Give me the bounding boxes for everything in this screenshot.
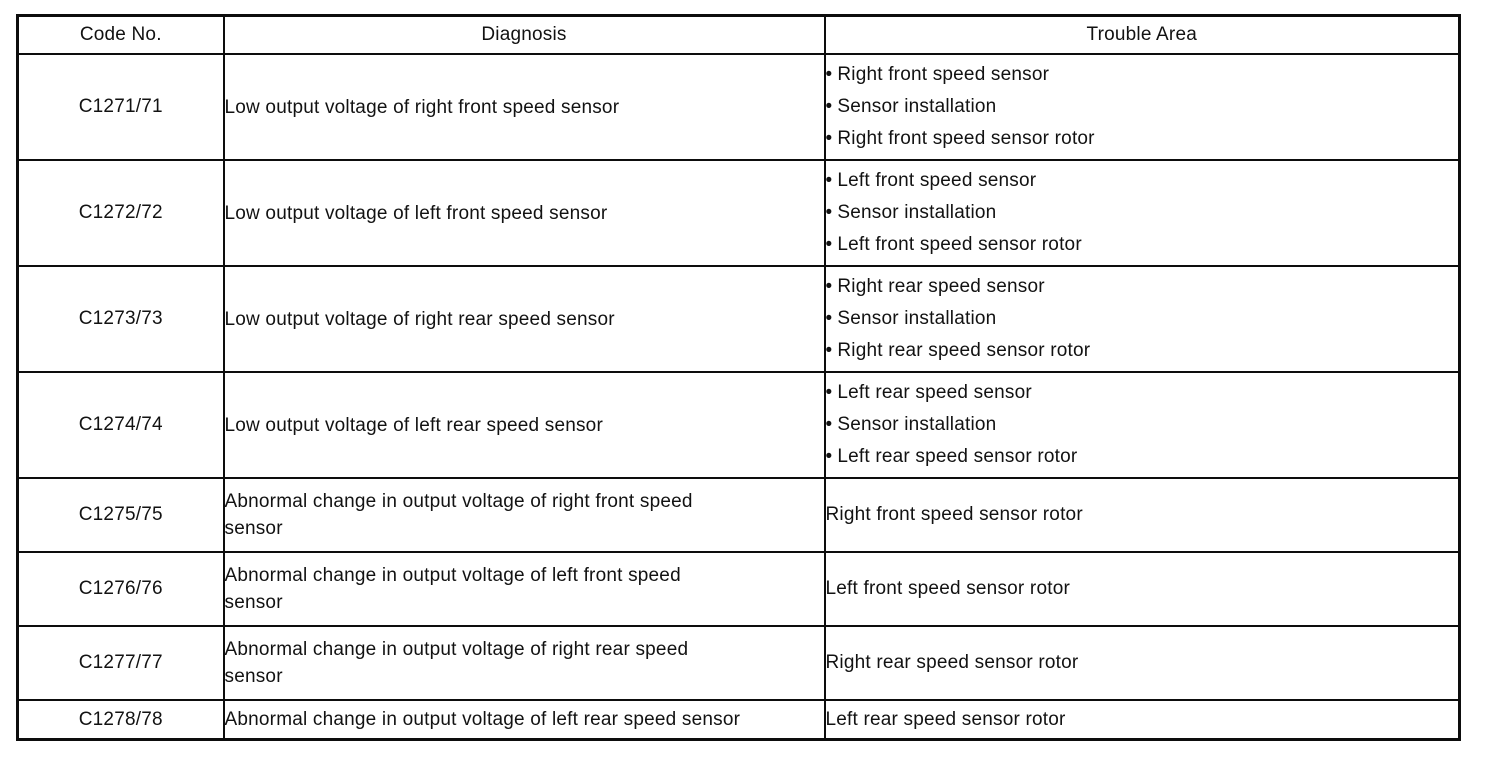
diagnosis-text: Low output voltage of left rear speed se… [224, 414, 603, 436]
code-cell: C1276/76 [16, 551, 225, 627]
trouble-item: Right front speed sensor rotor [826, 123, 1459, 155]
trouble-item: Left front speed sensor rotor [825, 578, 1070, 599]
trouble-cell: Right rear speed sensor Sensor installat… [823, 265, 1461, 373]
trouble-cell: Right front speed sensor Sensor installa… [823, 53, 1461, 161]
col-header-trouble-area: Trouble Area [823, 14, 1461, 55]
trouble-cell: Right rear speed sensor rotor [823, 625, 1461, 701]
trouble-item: Right rear speed sensor [826, 271, 1459, 303]
dtc-table: Code No. Diagnosis Trouble Area C1271/71… [16, 14, 1461, 741]
trouble-item: Left rear speed sensor rotor [825, 708, 1066, 730]
trouble-cell: Left rear speed sensor rotor [823, 699, 1461, 741]
col-header-code: Code No. [16, 14, 225, 55]
trouble-item: Right rear speed sensor rotor [826, 335, 1459, 367]
table-row: C1271/71 Low output voltage of right fro… [16, 53, 1461, 161]
trouble-item: Right front speed sensor rotor [825, 504, 1083, 525]
diagnosis-cell: Abnormal change in output voltage of lef… [222, 551, 826, 627]
diagnosis-cell: Low output voltage of left front speed s… [222, 159, 826, 267]
table-row: C1276/76 Abnormal change in output volta… [16, 551, 1461, 627]
trouble-item: Left front speed sensor rotor [826, 229, 1459, 261]
diagnosis-text: Abnormal change in output voltage of rig… [224, 639, 689, 687]
code-cell: C1272/72 [16, 159, 225, 267]
trouble-cell: Left front speed sensor Sensor installat… [823, 159, 1461, 267]
col-header-diagnosis: Diagnosis [222, 14, 826, 55]
diagnosis-cell: Abnormal change in output voltage of lef… [222, 699, 826, 741]
trouble-item: Sensor installation [826, 197, 1459, 229]
diagnosis-text: Abnormal change in output voltage of lef… [224, 708, 741, 730]
code-cell: C1277/77 [16, 625, 225, 701]
table-row: C1273/73 Low output voltage of right rea… [16, 265, 1461, 373]
diagnosis-text: Low output voltage of right front speed … [224, 96, 620, 118]
table-row: C1277/77 Abnormal change in output volta… [16, 625, 1461, 701]
diagnosis-cell: Abnormal change in output voltage of rig… [222, 477, 826, 553]
trouble-item: Left rear speed sensor [826, 377, 1459, 409]
code-cell: C1275/75 [16, 477, 225, 553]
trouble-cell: Left front speed sensor rotor [823, 551, 1461, 627]
diagnosis-text: Abnormal change in output voltage of rig… [224, 491, 693, 539]
trouble-item: Left front speed sensor [826, 165, 1459, 197]
diagnosis-cell: Low output voltage of right rear speed s… [222, 265, 826, 373]
diagnosis-cell: Abnormal change in output voltage of rig… [222, 625, 826, 701]
diagnosis-text: Low output voltage of left front speed s… [224, 202, 608, 224]
table-row: C1278/78 Abnormal change in output volta… [16, 699, 1461, 741]
trouble-item: Right rear speed sensor rotor [825, 652, 1079, 673]
diagnosis-cell: Low output voltage of right front speed … [222, 53, 826, 161]
scanned-page: Code No. Diagnosis Trouble Area C1271/71… [0, 14, 1504, 782]
code-cell: C1273/73 [16, 265, 225, 373]
trouble-item: Sensor installation [826, 409, 1459, 441]
table-row: C1272/72 Low output voltage of left fron… [16, 159, 1461, 267]
trouble-item: Left rear speed sensor rotor [826, 441, 1459, 473]
table-row: C1274/74 Low output voltage of left rear… [16, 371, 1461, 479]
trouble-item: Sensor installation [826, 303, 1459, 335]
trouble-item: Sensor installation [826, 91, 1459, 123]
code-cell: C1271/71 [16, 53, 225, 161]
trouble-item: Right front speed sensor [826, 59, 1459, 91]
diagnosis-text: Low output voltage of right rear speed s… [224, 308, 615, 330]
diagnosis-text: Abnormal change in output voltage of lef… [224, 565, 681, 613]
code-cell: C1274/74 [16, 371, 225, 479]
trouble-cell: Left rear speed sensor Sensor installati… [823, 371, 1461, 479]
table-row: C1275/75 Abnormal change in output volta… [16, 477, 1461, 553]
code-cell: C1278/78 [16, 699, 225, 741]
diagnosis-cell: Low output voltage of left rear speed se… [222, 371, 826, 479]
trouble-cell: Right front speed sensor rotor [823, 477, 1461, 553]
header-row: Code No. Diagnosis Trouble Area [16, 14, 1461, 55]
